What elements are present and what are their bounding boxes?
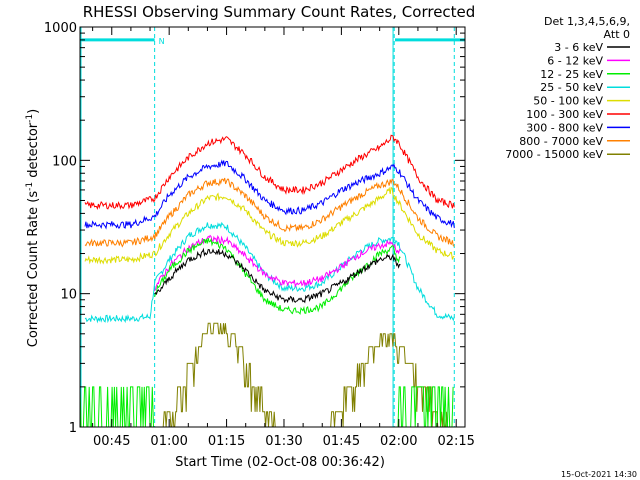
legend-label-0: 3 - 6 keV (554, 41, 603, 54)
legend-label-5: 100 - 300 keV (526, 108, 603, 121)
x-tick-label-4: 01:45 (323, 434, 360, 449)
y-axis-label-main: Corrected Count Rate (s (26, 191, 41, 348)
series-noise-0 (79, 386, 154, 428)
x-axis-label: Start Time (02-Oct-08 00:36:42) (175, 455, 385, 470)
y-axis-label: Corrected Count Rate (s-1 detector-1) (25, 109, 41, 347)
series-line-2 (154, 237, 401, 315)
axes: 1 10 100 1000 00:45 01:00 01:15 01:30 01:45 02:00… (44, 21, 475, 449)
night-flag-label: N (159, 37, 165, 46)
series-line-7 (84, 177, 455, 248)
legend-label-4: 50 - 100 keV (533, 95, 603, 108)
series-line-6 (84, 159, 455, 230)
y-tick-label-2: 100 (52, 154, 77, 169)
y-tick-label-3: 1000 (44, 21, 77, 36)
legend-label-1: 6 - 12 keV (547, 54, 603, 67)
series-line-4 (84, 186, 455, 265)
y-axis-label-sup1: -1 (25, 182, 35, 191)
legend-label-7: 800 - 7000 keV (519, 135, 603, 148)
legend-header-line1: Det 1,3,4,5,6,9, (544, 15, 630, 28)
x-tick-label-0: 00:45 (93, 434, 130, 449)
x-tick-label-2: 01:15 (208, 434, 245, 449)
y-tick-label-1: 10 (60, 288, 77, 303)
x-tick-label-6: 02:15 (437, 434, 474, 449)
legend-label-6: 300 - 800 keV (526, 121, 603, 134)
legend-header-line2: Att 0 (604, 28, 630, 41)
legend-label-8: 7000 - 15000 keV (505, 148, 603, 161)
legend-label-2: 12 - 25 keV (540, 68, 603, 81)
legend-label-3: 25 - 50 keV (540, 81, 603, 94)
series-line-3 (84, 221, 455, 324)
series-line-5 (84, 134, 455, 211)
series-line-0 (154, 247, 401, 304)
chart-title: RHESSI Observing Summary Count Rates, Co… (83, 3, 476, 21)
y-tick-label-0: 1 (69, 421, 77, 436)
y-axis-label-mid: detector (26, 122, 41, 182)
x-tick-label-5: 02:00 (380, 434, 417, 449)
x-tick-label-1: 01:00 (150, 434, 187, 449)
footer-date: 15-Oct-2021 14:30 (561, 470, 637, 479)
plot-background (80, 27, 465, 427)
plot-area (80, 27, 465, 427)
y-axis-label-sup2: -1 (25, 114, 35, 123)
plot-frame (79, 26, 466, 428)
series-line-1 (154, 234, 401, 292)
y-axis-label-end: ) (26, 109, 41, 114)
x-tick-label-3: 01:30 (265, 434, 302, 449)
